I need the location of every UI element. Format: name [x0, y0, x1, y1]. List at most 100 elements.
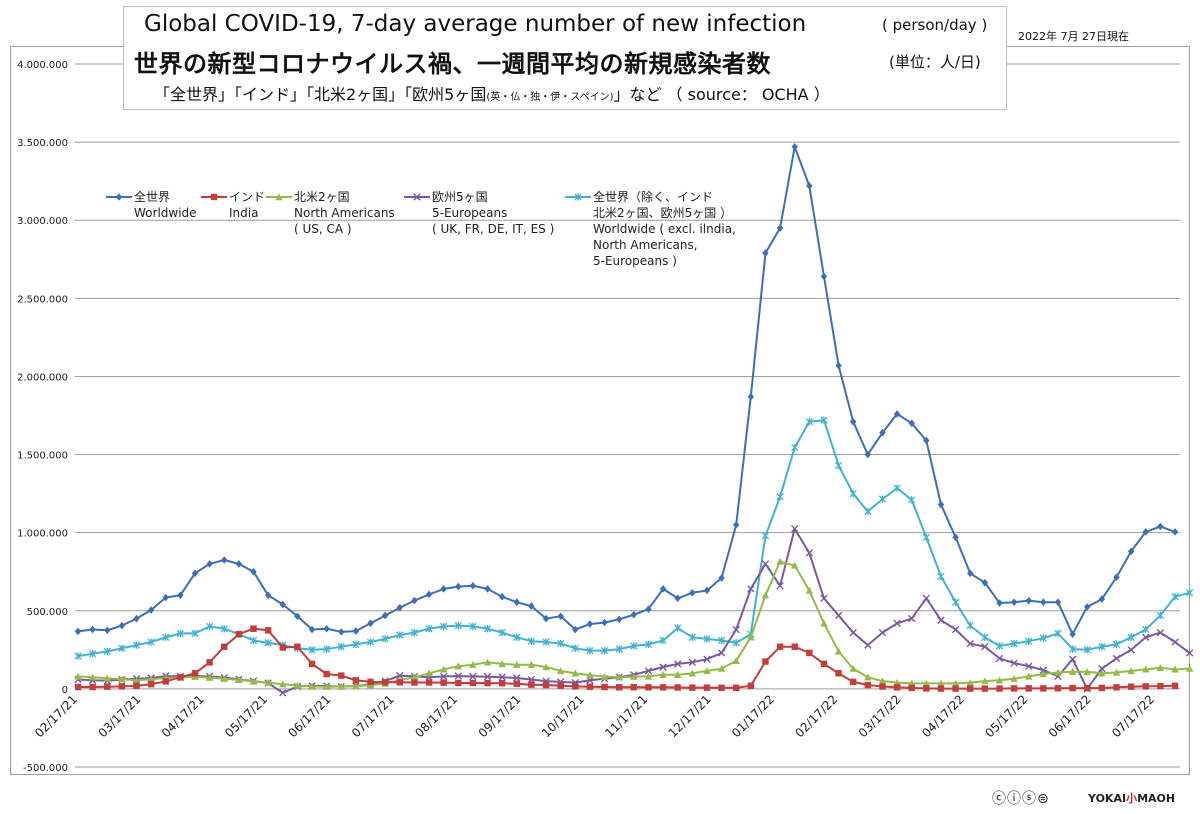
data-point-north_america	[483, 658, 492, 666]
data-point-north_america	[556, 667, 565, 675]
data-point-india	[1171, 682, 1179, 689]
legend-na-sub2: ( US, CA )	[294, 222, 352, 236]
data-point-world_excl	[469, 622, 477, 631]
data-point-north_america	[205, 673, 214, 681]
x-tick-label: 06/17/21	[286, 692, 334, 740]
data-point-india	[689, 684, 696, 691]
data-point-worldwide	[381, 611, 389, 620]
data-point-worldwide	[118, 621, 126, 630]
data-point-north_america	[761, 591, 770, 599]
data-point-world_excl	[951, 598, 960, 606]
subtitle-end: 」など （ source： OCHA ）	[613, 85, 830, 104]
data-point-world_excl	[205, 622, 214, 631]
legend-ex-sub: 北米2ヶ国、欧州5ヶ国 ）	[593, 206, 733, 220]
data-point-india	[147, 681, 155, 688]
data-point-world_excl	[557, 639, 565, 648]
data-point-world_excl	[132, 641, 141, 649]
data-point-world_excl	[966, 621, 974, 630]
data-point-north_america	[1185, 664, 1194, 672]
data-point-north_america	[805, 586, 814, 594]
data-point-north_america	[673, 671, 682, 679]
x-tick-label: 12/17/21	[666, 692, 714, 740]
data-point-india	[264, 627, 272, 634]
data-point-north_america	[147, 675, 155, 683]
data-point-north_america	[615, 673, 623, 681]
title-en-text: Global COVID-19, 7-day average number of…	[144, 11, 807, 37]
data-point-india	[1098, 684, 1106, 692]
data-point-north_america	[279, 680, 287, 688]
data-point-world_excl	[776, 493, 784, 501]
x-tick-label: 07/17/22	[1109, 692, 1157, 740]
data-point-europe	[908, 614, 916, 623]
data-point-world_excl	[483, 625, 492, 633]
legend-north-america: 北米2ヶ国 North Americans ( US, CA )	[294, 189, 395, 237]
data-point-worldwide	[776, 224, 784, 232]
data-point-world_excl	[1185, 589, 1194, 597]
data-point-north_america	[922, 679, 931, 687]
data-point-india	[952, 685, 959, 692]
data-point-worldwide	[411, 596, 418, 605]
legend-india-sub: India	[229, 206, 259, 220]
data-point-india	[864, 681, 872, 689]
data-point-north_america	[1010, 675, 1018, 682]
data-point-world_excl	[396, 631, 404, 639]
title-jp-text: 世界の新型コロナウイルス禍、一週間平均の新規感染者数	[134, 50, 771, 78]
data-point-north_america	[820, 619, 828, 627]
data-point-north_america	[439, 665, 448, 673]
data-point-worldwide	[864, 450, 872, 459]
data-point-north_america	[981, 677, 989, 685]
data-point-north_america	[951, 679, 960, 687]
x-tick-label: 02/17/21	[32, 692, 80, 740]
data-point-europe	[849, 628, 857, 637]
data-point-india	[250, 625, 257, 632]
data-point-worldwide	[1142, 528, 1149, 536]
series-line-india	[78, 627, 1176, 690]
data-point-north_america	[717, 664, 726, 672]
subtitle-main: 「全世界」「インド」「北米2ヶ国」「欧州5ヶ国	[154, 85, 487, 104]
data-point-world_excl	[834, 461, 843, 470]
data-point-world_excl	[791, 443, 799, 452]
data-point-world_excl	[864, 507, 872, 516]
data-point-worldwide	[820, 272, 828, 281]
data-point-worldwide	[308, 625, 316, 634]
data-point-world_excl	[410, 628, 419, 637]
data-point-world_excl	[425, 625, 433, 633]
data-point-north_america	[1068, 668, 1077, 675]
data-point-india	[279, 644, 286, 651]
data-point-north_america	[571, 669, 580, 677]
data-point-world_excl	[88, 650, 97, 658]
data-point-worldwide	[1171, 528, 1179, 536]
data-point-worldwide	[1157, 522, 1164, 531]
data-point-india	[118, 683, 126, 690]
data-point-india	[703, 684, 711, 691]
data-point-europe	[747, 585, 755, 593]
data-point-india	[762, 658, 769, 665]
data-point-world_excl	[908, 496, 916, 504]
data-point-worldwide	[484, 585, 491, 593]
data-point-india	[484, 679, 491, 687]
y-tick-label: 2.000.000	[17, 372, 68, 383]
data-point-world_excl	[527, 637, 536, 645]
data-point-india	[381, 679, 389, 686]
title-en-unit: ( person/day )	[882, 16, 988, 34]
data-point-india	[747, 682, 755, 689]
legend-europe: 欧州5ヶ国 5-Europeans ( UK, FR, DE, IT, ES )	[432, 189, 554, 237]
data-point-world_excl	[981, 633, 989, 642]
data-point-india	[937, 685, 945, 692]
legend-na-sub: North Americans	[294, 206, 395, 220]
data-point-north_america	[966, 678, 974, 686]
legend-ex-sub3: North Americans,	[593, 238, 698, 252]
data-point-india	[733, 684, 740, 691]
data-point-world_excl	[352, 640, 360, 649]
data-point-worldwide	[747, 392, 755, 401]
subtitle: 「全世界」「インド」「北米2ヶ国」「欧州5ヶ国(英・仏・独・伊・スペイン)」など…	[154, 81, 830, 105]
title-english: Global COVID-19, 7-day average number of…	[144, 11, 987, 37]
x-tick-label: 09/17/21	[476, 692, 524, 740]
data-point-world_excl	[322, 645, 331, 653]
data-point-worldwide	[1113, 573, 1120, 581]
data-point-north_america	[1098, 669, 1106, 677]
series-world_excl	[74, 416, 1194, 660]
y-tick-label: 500.000	[27, 607, 68, 618]
data-point-north_america	[791, 561, 799, 569]
data-point-india	[235, 631, 243, 638]
